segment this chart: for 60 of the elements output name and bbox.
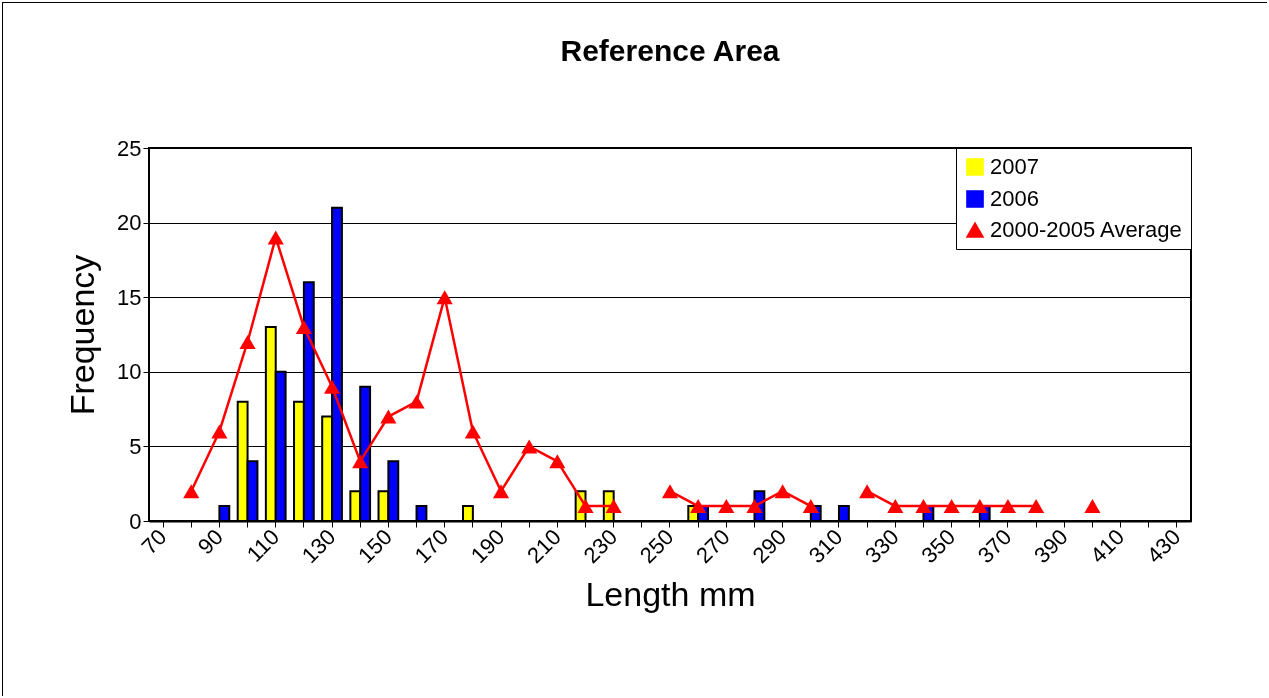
x-tick-label: 90 — [192, 524, 228, 560]
y-tick-label: 5 — [129, 433, 142, 459]
point — [887, 499, 904, 514]
point — [183, 484, 200, 499]
x-tick-label: 110 — [241, 524, 285, 567]
point — [971, 499, 988, 514]
point — [492, 484, 510, 499]
point — [408, 394, 425, 409]
point — [915, 499, 932, 514]
x-tick-label: 350 — [916, 524, 961, 568]
legend-label: 2000-2005 Average — [990, 217, 1182, 242]
point — [323, 379, 341, 394]
point — [549, 454, 566, 469]
y-tick-label: 10 — [117, 359, 142, 385]
point — [380, 409, 397, 424]
point — [661, 484, 679, 499]
x-tick-label: 410 — [1085, 524, 1130, 568]
y-tick-label: 0 — [129, 508, 142, 534]
point — [211, 424, 228, 439]
y-tick-label: 15 — [117, 284, 142, 310]
legend-label: 2007 — [990, 154, 1039, 179]
x-tick-label: 330 — [860, 524, 904, 568]
point — [605, 499, 622, 514]
point — [436, 290, 453, 305]
y-axis-title: Frequency — [63, 254, 102, 416]
x-tick-label: 310 — [803, 524, 848, 568]
x-tick-label: 390 — [1029, 524, 1073, 568]
x-tick-label: 290 — [747, 524, 792, 568]
point — [774, 484, 791, 499]
y-tick-label: 20 — [117, 210, 142, 236]
point — [1028, 499, 1045, 514]
point — [239, 334, 256, 349]
x-tick-label: 210 — [522, 524, 566, 568]
x-tick-label: 150 — [353, 524, 397, 568]
point — [1084, 499, 1101, 514]
point — [521, 439, 538, 454]
point — [352, 454, 369, 469]
x-tick-label: 430 — [1141, 524, 1186, 568]
x-tick-label: 370 — [972, 524, 1017, 568]
x-tick-label: 170 — [409, 524, 454, 568]
x-tick-label: 230 — [578, 524, 623, 568]
x-tick-label: 190 — [465, 524, 510, 568]
legend-label: 2006 — [990, 186, 1039, 211]
point — [999, 499, 1017, 514]
point — [859, 484, 876, 499]
x-axis-title: Length mm — [585, 575, 756, 614]
point — [577, 499, 594, 514]
point — [690, 499, 707, 514]
chart-title: Reference Area — [560, 34, 780, 67]
x-tick-label: 130 — [296, 524, 341, 568]
point — [718, 499, 735, 514]
point — [943, 499, 960, 514]
x-tick-label: 270 — [691, 524, 735, 568]
point — [464, 424, 481, 439]
point — [295, 320, 312, 335]
point — [267, 230, 284, 245]
point — [746, 499, 763, 514]
x-tick-label: 250 — [634, 524, 679, 568]
y-tick-label: 25 — [117, 135, 142, 161]
point — [802, 499, 819, 514]
